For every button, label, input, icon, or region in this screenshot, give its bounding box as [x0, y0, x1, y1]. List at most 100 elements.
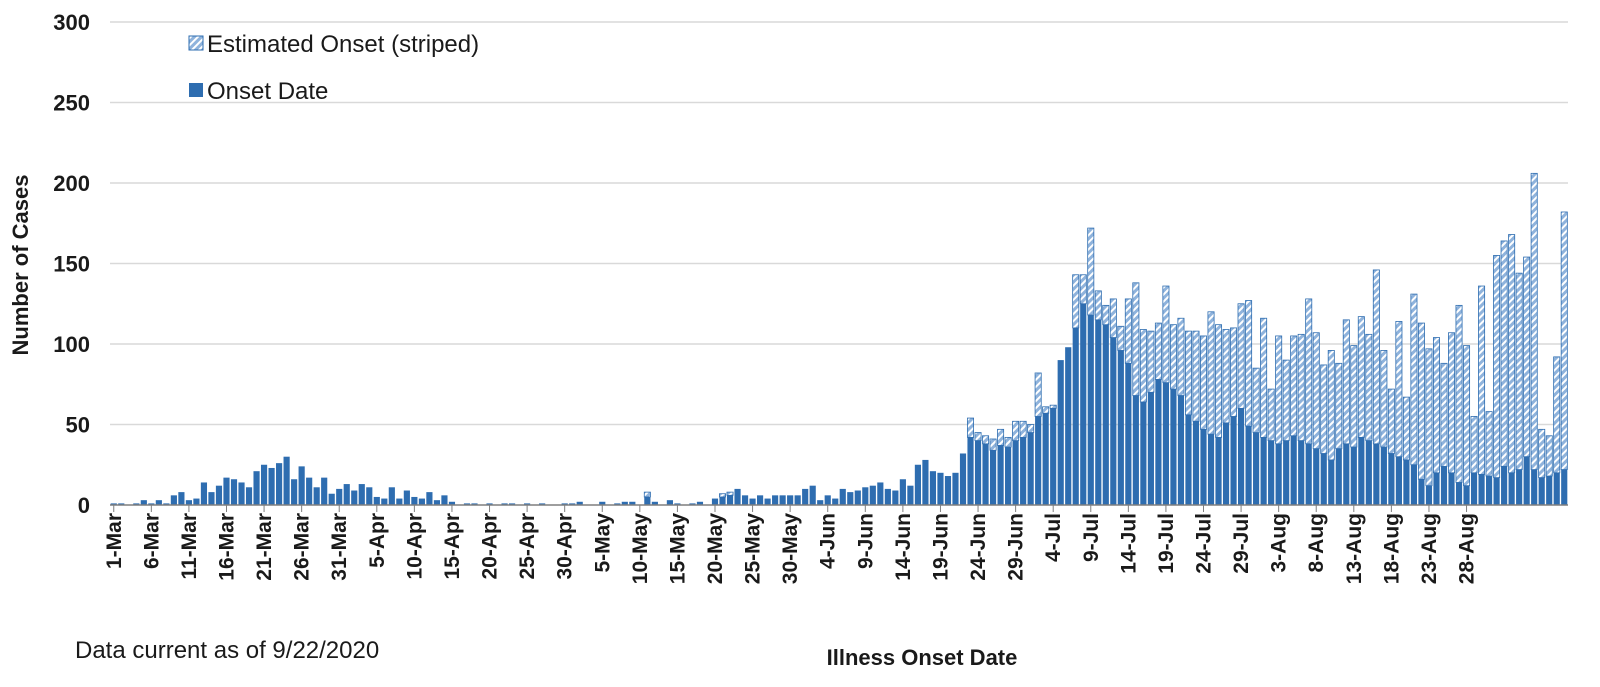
bar-onset [997, 445, 1004, 505]
x-tick-label: 29-Jun [1005, 513, 1028, 581]
bar-onset [1268, 440, 1275, 505]
legend: Estimated Onset (striped) Onset Date [188, 31, 479, 105]
bar-estimated [982, 435, 990, 445]
bar-onset [1433, 472, 1440, 505]
bar-onset [1350, 447, 1357, 505]
bar-onset [787, 495, 794, 505]
x-tick-label: 25-Apr [516, 513, 539, 580]
bar-estimated [1530, 172, 1538, 470]
bar-estimated [1124, 298, 1132, 364]
bar-onset [1057, 360, 1064, 505]
x-tick-label: 25-May [742, 513, 765, 585]
bar-estimated [1297, 333, 1305, 441]
bar-estimated [1402, 396, 1410, 461]
bar-onset [1365, 440, 1372, 505]
bar-onset [1215, 437, 1222, 505]
bar-estimated [1282, 359, 1290, 442]
bar-onset [1042, 413, 1049, 505]
bar-onset [644, 496, 651, 505]
bar-onset [343, 484, 350, 505]
bar-onset [884, 488, 891, 505]
x-tick-label: 9-Jun [854, 513, 877, 569]
bar-estimated [1305, 298, 1313, 445]
bar-onset [1493, 477, 1500, 505]
bar-onset [328, 493, 335, 505]
y-tick-label: 0 [78, 493, 90, 518]
bar-estimated [1222, 329, 1230, 424]
bar-estimated [1290, 335, 1298, 437]
bar-estimated [1395, 321, 1403, 458]
bar-onset [1177, 395, 1185, 505]
bar-onset [1080, 303, 1087, 505]
bar-onset [937, 472, 944, 505]
x-tick-label: 3-Aug [1268, 513, 1291, 573]
bar-estimated [1440, 362, 1448, 467]
bar-onset [381, 498, 388, 505]
bar-estimated [1538, 428, 1546, 479]
bar-onset [148, 503, 155, 505]
bar-onset [1192, 421, 1200, 505]
bar-onset [974, 440, 982, 505]
bar-onset [1410, 464, 1418, 505]
bar-onset [1155, 379, 1162, 505]
x-tick-label: 14-Jun [892, 513, 915, 581]
bar-estimated [1079, 274, 1087, 305]
bar-onset [877, 482, 884, 505]
bar-onset [155, 500, 162, 505]
bar-onset [486, 503, 493, 505]
bar-onset [1418, 479, 1425, 505]
bar-estimated [1545, 435, 1553, 477]
bar-onset [772, 495, 779, 505]
bar-onset [719, 496, 726, 505]
bar-estimated [1132, 282, 1140, 396]
bar-onset [1253, 432, 1260, 505]
bar-estimated [1004, 436, 1012, 448]
bar-estimated [1417, 322, 1425, 480]
bar-onset [1335, 448, 1342, 505]
bar-estimated [1372, 269, 1380, 445]
bar-onset [1546, 476, 1553, 505]
bar-onset [674, 503, 681, 505]
bar-onset [291, 479, 298, 505]
bar-estimated [1215, 324, 1223, 438]
bar-onset [501, 503, 508, 505]
y-tick-label: 50 [66, 413, 90, 438]
bar-onset [922, 459, 929, 505]
bar-onset [448, 501, 456, 505]
x-tick-label: 4-Jul [1042, 513, 1065, 562]
bar-onset [1531, 469, 1538, 505]
bar-onset [1035, 416, 1042, 505]
bar-onset [1087, 315, 1094, 505]
x-tick-label: 14-Jul [1117, 513, 1140, 574]
bar-estimated [1117, 325, 1125, 351]
bar-onset [839, 488, 846, 505]
bar-estimated [1523, 256, 1531, 458]
bar-onset [118, 503, 125, 505]
bar-onset [952, 472, 959, 505]
bar-estimated [1102, 304, 1110, 326]
bar-onset [539, 503, 546, 505]
y-tick-label: 150 [53, 252, 90, 277]
bar-onset [1110, 337, 1117, 505]
bar-onset [1343, 443, 1350, 505]
bar-estimated [1019, 420, 1027, 438]
bar-onset [1095, 319, 1102, 505]
bar-estimated [967, 417, 975, 438]
bar-estimated [1162, 285, 1170, 384]
x-tick-label: 10-May [629, 513, 652, 585]
bar-onset [1440, 466, 1448, 505]
bar-onset [1403, 459, 1410, 505]
bar-onset [666, 500, 673, 505]
bar-onset [276, 463, 283, 505]
legend-swatch-onset [189, 83, 203, 97]
bar-onset [1448, 472, 1455, 505]
bar-onset [358, 484, 365, 505]
bar-onset [817, 500, 824, 505]
x-tick-label: 30-Apr [554, 513, 577, 580]
bar-onset [1140, 401, 1147, 505]
bar-onset [1478, 474, 1485, 505]
bar-onset [794, 495, 801, 505]
bar-estimated [1478, 285, 1486, 475]
bar-onset [260, 464, 268, 505]
